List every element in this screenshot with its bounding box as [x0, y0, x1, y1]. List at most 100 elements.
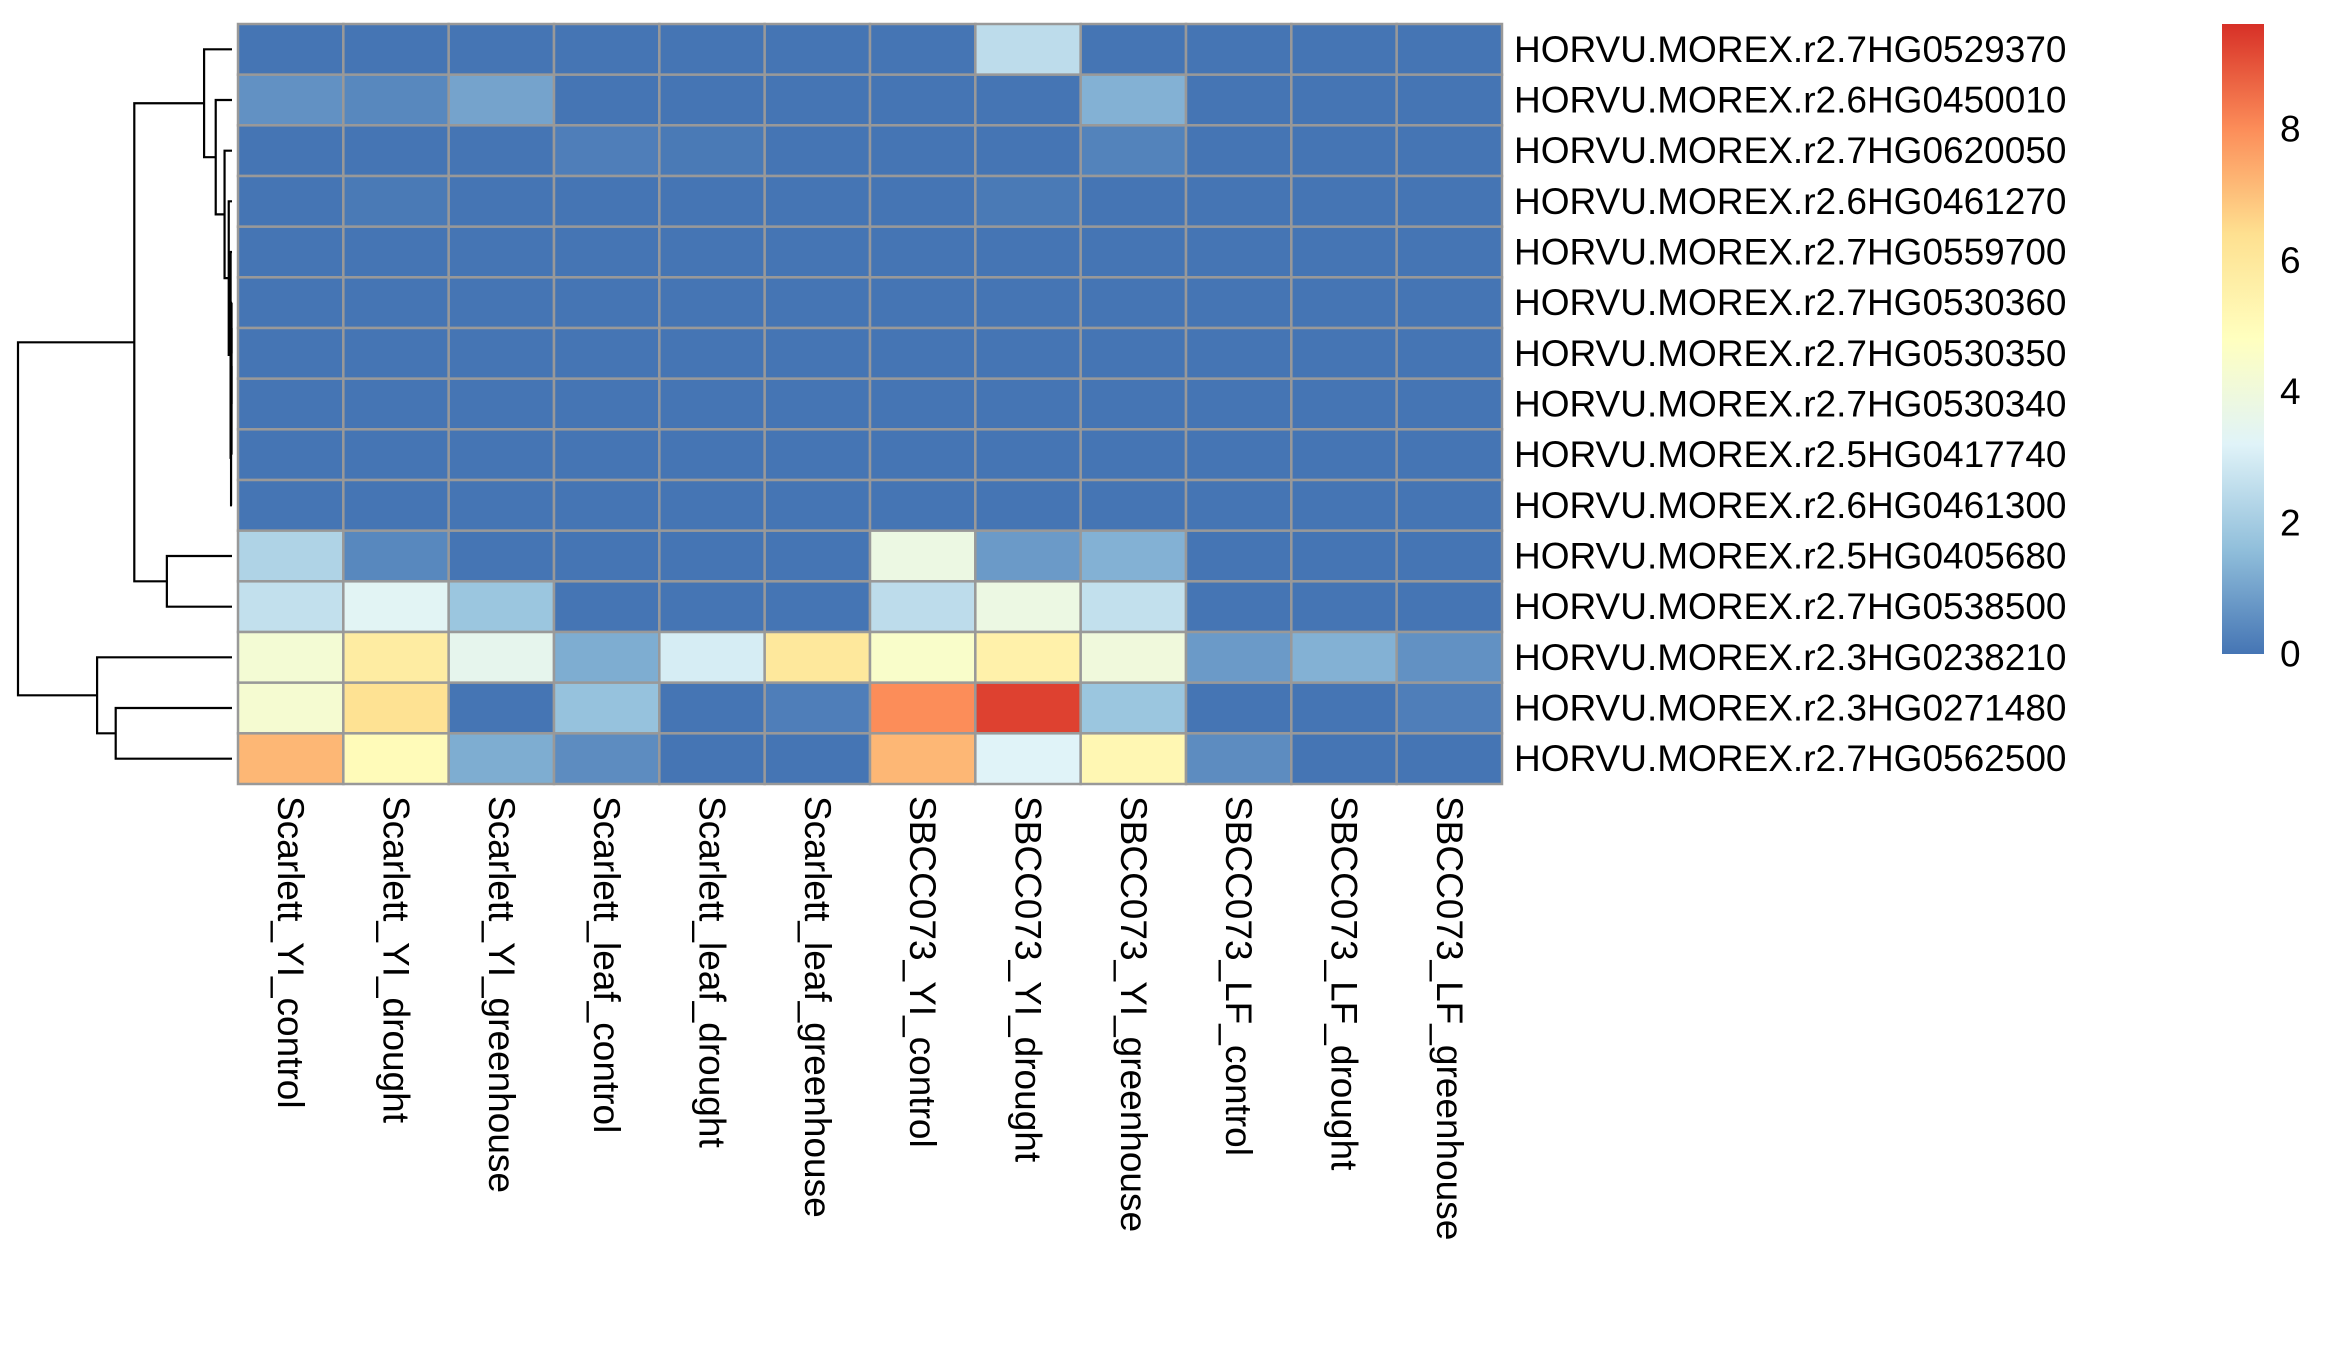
heatmap-cell: [1397, 75, 1502, 126]
heatmap-cell: [765, 683, 870, 734]
heatmap-cell: [870, 24, 975, 75]
heatmap-cell: [238, 176, 343, 227]
heatmap-cell: [870, 227, 975, 278]
heatmap-cell: [1291, 277, 1396, 328]
heatmap-cell: [1081, 429, 1186, 480]
heatmap-cell: [343, 429, 448, 480]
heatmap-cell: [1186, 125, 1291, 176]
heatmap-cell: [975, 379, 1080, 430]
heatmap-cell: [765, 379, 870, 430]
heatmap-cell: [238, 683, 343, 734]
heatmap-cell: [238, 227, 343, 278]
column-label: SBCC073_YI_control: [902, 796, 943, 1148]
heatmap-cell: [554, 632, 659, 683]
heatmap-cell: [1081, 24, 1186, 75]
heatmap-cell: [1081, 581, 1186, 632]
dendrogram-branch: [167, 556, 232, 607]
heatmap-cell: [975, 24, 1080, 75]
heatmap-cell: [1291, 379, 1396, 430]
heatmap-cell: [1291, 176, 1396, 227]
heatmap-cell: [238, 24, 343, 75]
heatmap-cell: [870, 379, 975, 430]
heatmap-cell: [1186, 379, 1291, 430]
heatmap-cell: [343, 125, 448, 176]
heatmap-cell: [975, 632, 1080, 683]
heatmap-cell: [765, 75, 870, 126]
heatmap-cell: [975, 429, 1080, 480]
heatmap-cell: [870, 683, 975, 734]
heatmap-cell: [765, 277, 870, 328]
heatmap-cell: [1291, 125, 1396, 176]
heatmap-cell: [554, 125, 659, 176]
heatmap-cell: [554, 531, 659, 582]
heatmap-cell: [343, 733, 448, 784]
heatmap-cell: [449, 125, 554, 176]
heatmap-cell: [870, 328, 975, 379]
heatmap-cell: [975, 531, 1080, 582]
heatmap-cell: [870, 632, 975, 683]
heatmap-cell: [343, 75, 448, 126]
heatmap-cell: [238, 379, 343, 430]
legend-tick-label: 2: [2280, 502, 2301, 543]
heatmap-cell: [659, 176, 764, 227]
heatmap-cell: [449, 24, 554, 75]
heatmap-cell: [1397, 277, 1502, 328]
heatmap-cell: [238, 429, 343, 480]
heatmap-cell: [1397, 632, 1502, 683]
heatmap-cell: [1186, 176, 1291, 227]
heatmap-cell: [659, 733, 764, 784]
dendrogram-branch: [134, 103, 204, 581]
heatmap-cell: [238, 125, 343, 176]
column-label: Scarlett_YI_greenhouse: [481, 796, 522, 1193]
heatmap-cell: [1186, 24, 1291, 75]
heatmap-cell: [1397, 581, 1502, 632]
row-label: HORVU.MOREX.r2.7HG0559700: [1514, 232, 2067, 273]
heatmap-cell: [765, 480, 870, 531]
heatmap-cell: [343, 379, 448, 430]
heatmap-cell: [343, 277, 448, 328]
row-label: HORVU.MOREX.r2.5HG0405680: [1514, 536, 2067, 577]
heatmap-cell: [1397, 683, 1502, 734]
heatmap-cell: [449, 480, 554, 531]
heatmap-cell: [659, 125, 764, 176]
column-label: Scarlett_YI_control: [270, 796, 311, 1109]
heatmap-cell: [765, 24, 870, 75]
row-label: HORVU.MOREX.r2.6HG0461270: [1514, 181, 2067, 222]
heatmap-cell: [1291, 531, 1396, 582]
heatmap-cell: [1081, 75, 1186, 126]
row-label: HORVU.MOREX.r2.6HG0461300: [1514, 485, 2067, 526]
heatmap-cell: [870, 176, 975, 227]
heatmap-cell: [1186, 733, 1291, 784]
row-label: HORVU.MOREX.r2.3HG0271480: [1514, 688, 2067, 729]
heatmap-cell: [238, 277, 343, 328]
legend-tick-label: 0: [2280, 634, 2301, 675]
heatmap-cell: [765, 531, 870, 582]
heatmap-cell: [554, 480, 659, 531]
heatmap-cell: [1291, 733, 1396, 784]
heatmap-cell: [659, 379, 764, 430]
row-label: HORVU.MOREX.r2.5HG0417740: [1514, 434, 2067, 475]
heatmap-cell: [449, 429, 554, 480]
heatmap-cell: [1291, 328, 1396, 379]
heatmap-cell: [870, 429, 975, 480]
heatmap-cell: [659, 227, 764, 278]
heatmap-cell: [343, 176, 448, 227]
heatmap-cell: [1081, 531, 1186, 582]
heatmap-cell: [238, 480, 343, 531]
column-label: SBCC073_LF_control: [1218, 796, 1259, 1156]
heatmap-cell: [659, 429, 764, 480]
heatmap-cell: [554, 176, 659, 227]
heatmap-cell: [1186, 429, 1291, 480]
heatmap-cell: [343, 683, 448, 734]
column-label: Scarlett_leaf_greenhouse: [797, 796, 838, 1218]
heatmap-cell: [659, 24, 764, 75]
heatmap-cell: [343, 632, 448, 683]
column-label: Scarlett_leaf_control: [586, 796, 627, 1133]
heatmap-cell: [1291, 480, 1396, 531]
dendrogram-branch: [97, 657, 232, 733]
heatmap-cell: [238, 531, 343, 582]
heatmap-cell: [1397, 176, 1502, 227]
heatmap-cell: [659, 531, 764, 582]
